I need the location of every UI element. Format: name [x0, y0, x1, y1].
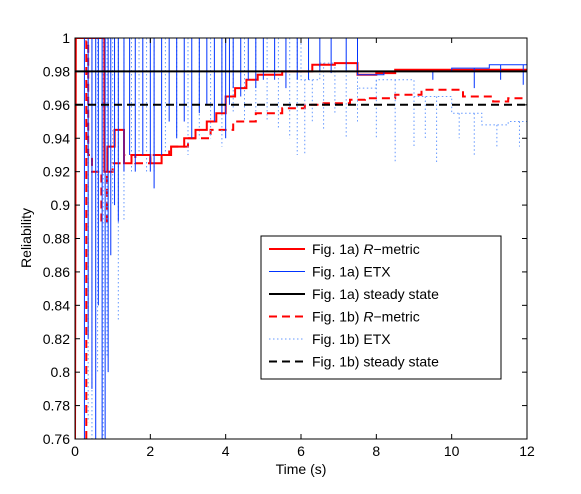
x-tick-label: 0 — [71, 443, 79, 459]
series-1-line — [75, 38, 527, 439]
legend-entry-prefix: Fig. 1b) — [312, 309, 363, 325]
x-tick-label: 4 — [222, 443, 230, 459]
legend-entry-suffix: ETX — [363, 331, 391, 347]
y-tick-label: 0.8 — [51, 364, 71, 380]
y-tick-label: 0.88 — [43, 231, 70, 247]
x-tick-label: 10 — [444, 443, 460, 459]
y-tick-label: 0.86 — [43, 264, 70, 280]
y-tick-label: 1 — [62, 30, 70, 46]
legend-entry-prefix: Fig. 1a) — [312, 286, 363, 302]
legend-entry-3: Fig. 1a) steady state — [312, 286, 439, 302]
legend-entry-prefix: Fig. 1a) — [312, 241, 363, 257]
x-axis-label: Time (s) — [276, 461, 327, 477]
legend-entry-suffix: ETX — [363, 264, 391, 280]
legend-entry-4: Fig. 1b) R−metric — [312, 309, 420, 325]
legend-entry-1: Fig. 1a) R−metric — [312, 241, 420, 257]
y-tick-label: 0.84 — [43, 297, 70, 313]
series-4-line — [85, 40, 527, 439]
x-tick-label: 8 — [372, 443, 380, 459]
legend-entry-5: Fig. 1b) ETX — [312, 331, 391, 347]
y-tick-label: 0.78 — [43, 398, 70, 414]
y-tick-label: 0.96 — [43, 97, 70, 113]
y-tick-label: 0.94 — [43, 130, 70, 146]
legend-entry-suffix: −metric — [373, 241, 419, 257]
legend-box — [260, 235, 502, 380]
legend-entry-prefix: Fig. 1b) — [312, 354, 363, 370]
legend-entry-prefix: Fig. 1b) — [312, 331, 363, 347]
x-tick-label: 2 — [146, 443, 154, 459]
y-tick-label: 0.76 — [43, 431, 70, 447]
legend-entry-suffix: steady state — [363, 286, 439, 302]
legend-entry-suffix: −metric — [373, 309, 419, 325]
y-tick-label: 0.92 — [43, 164, 70, 180]
legend-entry-2: Fig. 1a) ETX — [312, 264, 391, 280]
legend-entry-6: Fig. 1b) steady state — [312, 354, 439, 370]
legend-entry-italic: R — [363, 309, 373, 325]
legend-entry-suffix: steady state — [363, 354, 439, 370]
x-tick-label: 12 — [519, 443, 535, 459]
axis-ticks — [74, 37, 528, 440]
y-axis-label: Reliability — [18, 208, 34, 268]
x-tick-label: 6 — [297, 443, 305, 459]
y-tick-label: 0.9 — [51, 197, 71, 213]
y-tick-label: 0.98 — [43, 63, 70, 79]
series-layer — [75, 38, 527, 439]
legend-entry-prefix: Fig. 1a) — [312, 264, 363, 280]
y-tick-label: 0.82 — [43, 331, 70, 347]
series-2-line — [75, 38, 527, 439]
legend-entry-italic: R — [363, 241, 373, 257]
axis-tick-labels: 0 2 4 6 8 10 12 0.76 0.78 0.8 0.82 0.84 0.86 0.88 0.9 0… — [43, 30, 535, 459]
